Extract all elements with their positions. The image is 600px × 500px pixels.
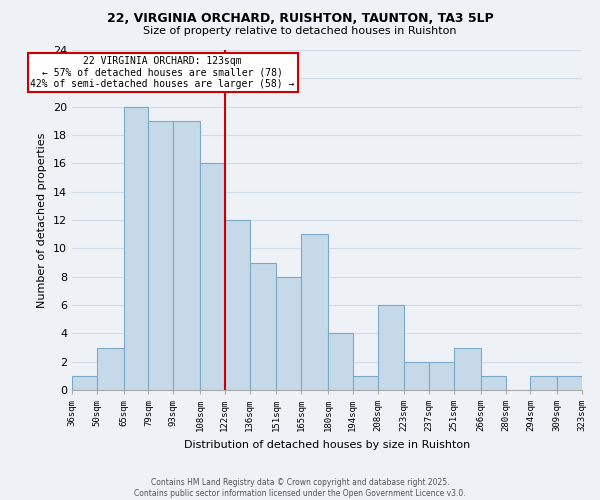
Bar: [328, 334, 353, 390]
Bar: [173, 121, 200, 390]
Bar: [454, 348, 481, 390]
Bar: [72, 376, 97, 390]
Text: Size of property relative to detached houses in Ruishton: Size of property relative to detached ho…: [143, 26, 457, 36]
Bar: [97, 348, 124, 390]
X-axis label: Distribution of detached houses by size in Ruishton: Distribution of detached houses by size …: [184, 440, 470, 450]
Bar: [481, 376, 506, 390]
Text: 22 VIRGINIA ORCHARD: 123sqm
← 57% of detached houses are smaller (78)
42% of sem: 22 VIRGINIA ORCHARD: 123sqm ← 57% of det…: [31, 56, 295, 89]
Bar: [301, 234, 328, 390]
Bar: [277, 276, 301, 390]
Bar: [200, 164, 225, 390]
Text: 22, VIRGINIA ORCHARD, RUISHTON, TAUNTON, TA3 5LP: 22, VIRGINIA ORCHARD, RUISHTON, TAUNTON,…: [107, 12, 493, 26]
Bar: [557, 376, 582, 390]
Bar: [353, 376, 377, 390]
Bar: [225, 220, 250, 390]
Bar: [377, 305, 404, 390]
Bar: [250, 262, 277, 390]
Y-axis label: Number of detached properties: Number of detached properties: [37, 132, 47, 308]
Bar: [124, 106, 148, 390]
Text: Contains HM Land Registry data © Crown copyright and database right 2025.
Contai: Contains HM Land Registry data © Crown c…: [134, 478, 466, 498]
Bar: [148, 121, 173, 390]
Bar: [429, 362, 454, 390]
Bar: [530, 376, 557, 390]
Bar: [404, 362, 429, 390]
